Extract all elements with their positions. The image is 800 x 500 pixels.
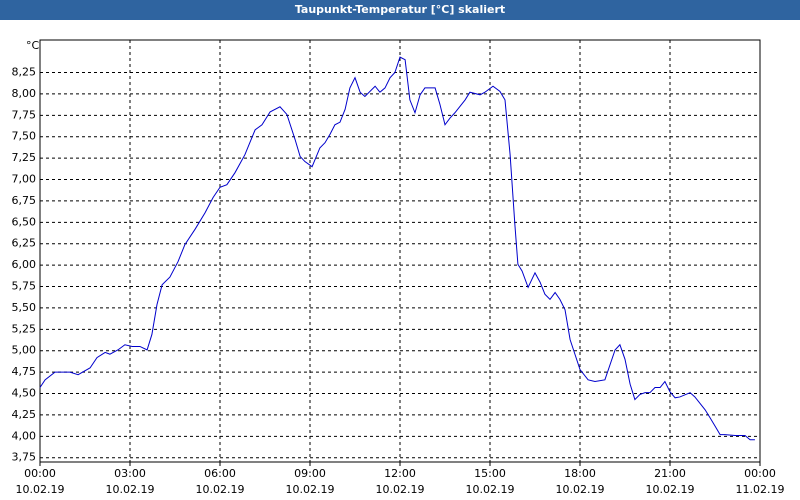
y-tick-label: 5,50 [12,301,37,314]
x-tick-label: 21:00 [654,467,686,480]
y-tick-label: 6,00 [12,258,37,271]
y-tick-label: 6,75 [12,194,37,207]
y-tick-label: 4,50 [12,387,37,400]
title-bar: Taupunkt-Temperatur [°C] skaliert [0,0,800,20]
x-tick-date: 10.02.19 [106,483,155,496]
x-tick-date: 10.02.19 [16,483,65,496]
y-tick-label: 5,25 [12,322,37,335]
y-tick-label: 8,00 [12,87,37,100]
x-tick-date: 10.02.19 [286,483,335,496]
x-tick-date: 10.02.19 [556,483,605,496]
x-tick-date: 10.02.19 [376,483,425,496]
y-tick-label: 6,25 [12,237,37,250]
y-tick-label: 4,75 [12,365,37,378]
x-tick-date: 10.02.19 [196,483,245,496]
x-tick-date: 11.02.19 [736,483,785,496]
y-tick-label: 7,25 [12,151,37,164]
x-tick-label: 09:00 [294,467,326,480]
x-tick-label: 12:00 [384,467,416,480]
x-tick-label: 00:00 [744,467,776,480]
x-tick-label: 15:00 [474,467,506,480]
y-tick-label: 3,75 [12,451,37,464]
y-tick-label: 7,00 [12,173,37,186]
y-tick-label: 4,00 [12,429,37,442]
y-tick-label: 5,75 [12,280,37,293]
x-tick-date: 10.02.19 [646,483,695,496]
y-tick-label: 8,25 [12,66,37,79]
x-tick-label: 03:00 [114,467,146,480]
y-tick-label: 6,50 [12,215,37,228]
x-tick-label: 00:00 [24,467,56,480]
y-tick-label: 7,50 [12,130,37,143]
data-line [39,56,755,441]
x-tick-label: 18:00 [564,467,596,480]
x-tick-date: 10.02.19 [466,483,515,496]
y-tick-label: 4,25 [12,408,37,421]
y-tick-label: 7,75 [12,108,37,121]
chart: °C 3,75 4,00 4,25 4,50 4,75 5,00 5,25 5,50 5,75 6… [12,39,785,496]
x-tick-label: 06:00 [204,467,236,480]
y-tick-label: 5,00 [12,344,37,357]
y-axis-label: °C [26,39,40,52]
